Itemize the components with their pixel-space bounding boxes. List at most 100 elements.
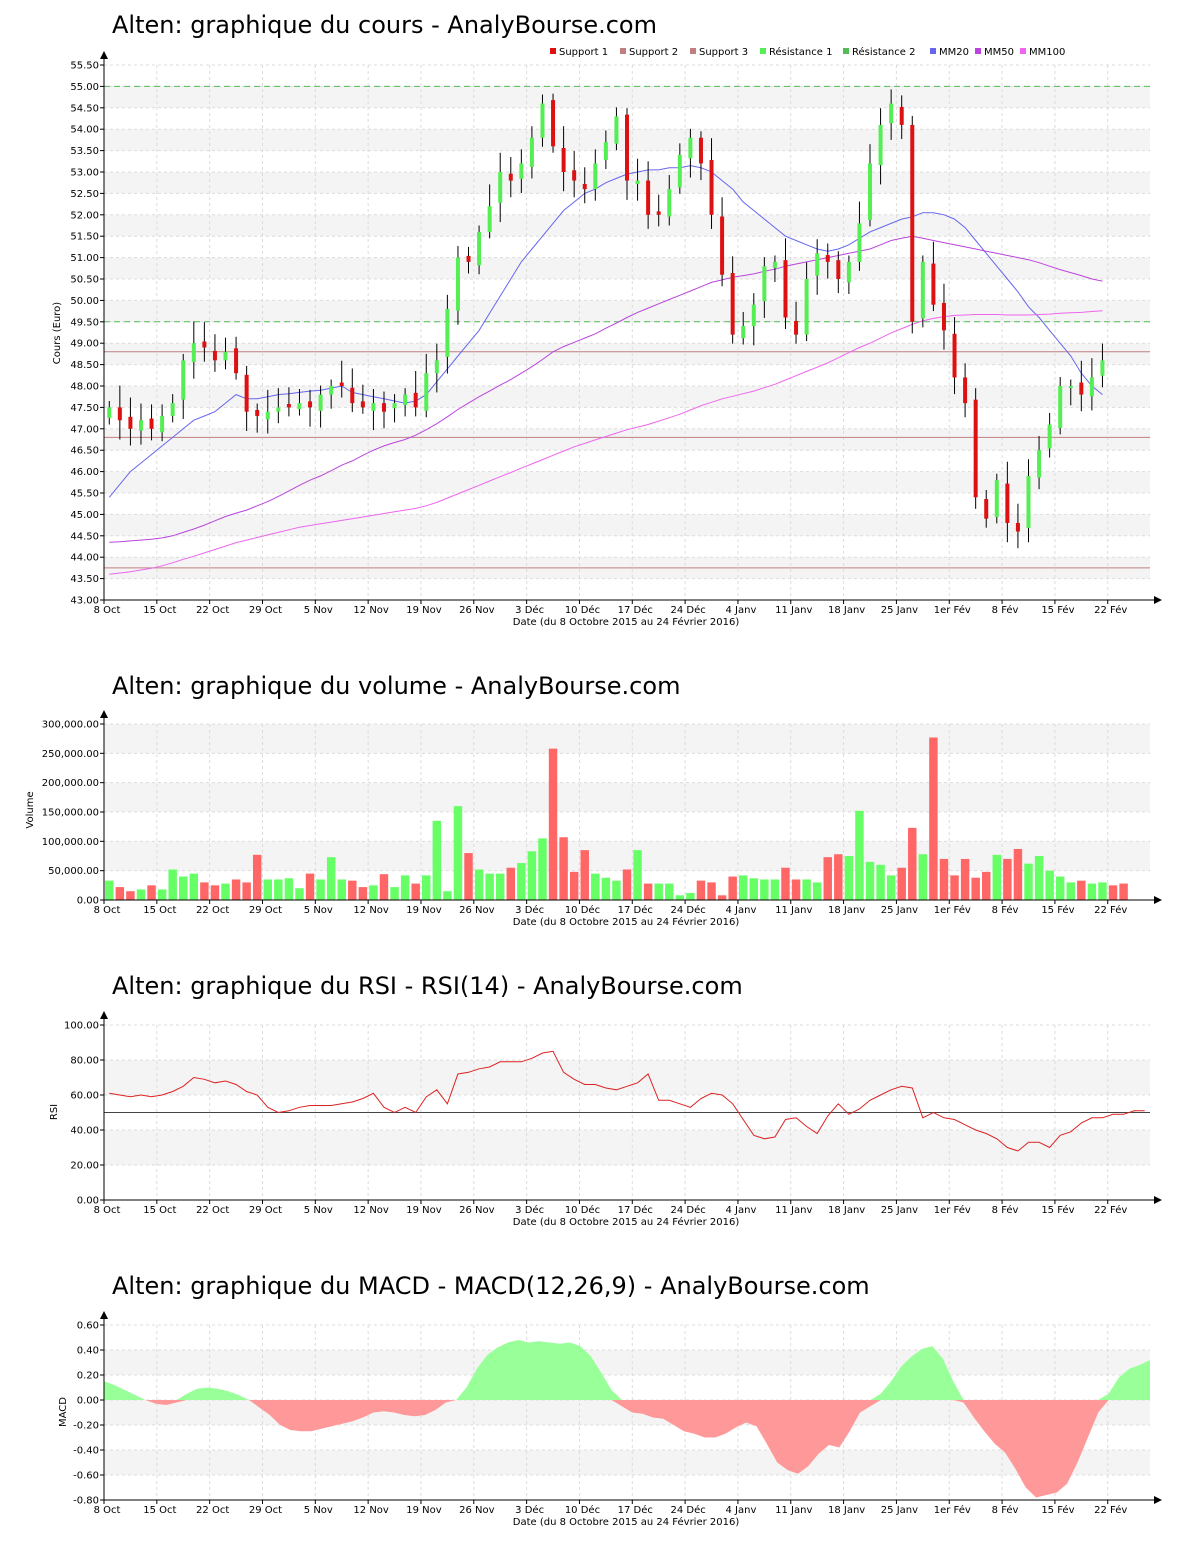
volume-bar	[200, 882, 209, 900]
volume-bar	[897, 867, 906, 900]
rsi-xtick-label: 26 Nov	[459, 1205, 495, 1216]
price-candle-body	[329, 386, 334, 395]
macd-xtick-label: 4 Janv	[726, 1505, 757, 1516]
volume-bar	[326, 857, 336, 900]
volume-xtick-label: 12 Nov	[353, 905, 389, 916]
price-legend-label: Résistance 2	[852, 46, 915, 58]
volume-ytick-label: 100,000.00	[42, 837, 99, 848]
volume-bar	[527, 851, 537, 900]
price-xtick-label: 10 Déc	[565, 604, 600, 616]
price-candle-body	[160, 415, 165, 433]
volume-bar	[633, 850, 642, 900]
price-chart: Alten: graphique du cours - AnalyBourse.…	[52, 11, 1162, 628]
price-x-axis-arrow	[1154, 596, 1162, 604]
price-candle-body	[1068, 386, 1073, 388]
volume-bar	[263, 879, 272, 900]
macd-xtick-label: 8 Oct	[94, 1505, 121, 1516]
volume-bar	[791, 879, 801, 900]
price-legend-label: Support 1	[559, 47, 608, 58]
volume-chart: Alten: graphique du volume - AnalyBourse…	[25, 672, 1162, 928]
volume-bar	[1087, 883, 1097, 900]
rsi-xtick-label: 11 Janv	[775, 1205, 812, 1216]
price-candle-body	[603, 142, 608, 161]
volume-xtick-label: 18 Janv	[828, 905, 865, 916]
price-legend-swatch	[550, 48, 556, 54]
price-candle-body	[445, 308, 450, 357]
rsi-ytick-label: 0.00	[77, 1196, 99, 1207]
price-chart-title: Alten: graphique du cours - AnalyBourse.…	[112, 11, 657, 39]
volume-bar	[918, 854, 928, 900]
price-candle-body	[920, 261, 925, 319]
price-candle-body	[276, 407, 281, 412]
price-candle-body	[804, 279, 809, 335]
price-axes: 43.00 43.50 44.00 44.50 45.00 45.50 46.00 46.50…	[70, 51, 1162, 616]
volume-xtick-label: 29 Oct	[249, 905, 282, 916]
rsi-xtick-label: 22 Fév	[1094, 1204, 1127, 1216]
price-candle-body	[403, 394, 408, 405]
macd-axes: -0.80 -0.60 -0.40 -0.20 0.00 0.20 0.40 0.60 8 Oc…	[73, 1311, 1162, 1516]
volume-axes: 0.00 50,000.00 100,000.00 150,000.00 200,000…	[42, 710, 1162, 916]
macd-xtick-label: 5 Nov	[304, 1505, 333, 1516]
price-candle-body	[234, 348, 239, 374]
macd-area-group	[104, 1340, 1150, 1498]
volume-bar	[601, 877, 611, 900]
volume-bar	[284, 878, 294, 900]
volume-bars	[105, 737, 1128, 900]
volume-bar	[781, 867, 790, 900]
price-xtick-label: 1er Fév	[934, 604, 971, 616]
price-candle-body	[138, 420, 143, 431]
price-candle-body	[984, 498, 989, 519]
price-ytick-label: 55.00	[70, 82, 99, 93]
volume-bar	[506, 867, 516, 900]
price-candle-body	[730, 273, 735, 335]
volume-bar	[1098, 882, 1107, 900]
price-xtick-label: 12 Nov	[353, 605, 389, 616]
price-ytick-label: 44.00	[70, 553, 99, 564]
price-xtick-label: 22 Oct	[196, 605, 229, 616]
price-candle-body	[635, 180, 640, 184]
macd-band	[104, 1350, 1150, 1375]
volume-bar	[823, 857, 832, 900]
volume-bar	[812, 882, 822, 900]
volume-bar	[939, 858, 949, 900]
volume-bar	[982, 871, 991, 900]
macd-ytick-label: -0.60	[73, 1471, 99, 1482]
price-ytick-label: 54.00	[70, 125, 99, 136]
volume-bar	[221, 883, 230, 900]
price-ytick-label: 52.50	[70, 189, 99, 200]
macd-xtick-label: 3 Déc	[515, 1504, 544, 1516]
price-candle-body	[741, 326, 746, 339]
macd-y-axis-arrow	[100, 1311, 108, 1319]
volume-bar	[1077, 880, 1086, 900]
macd-xtick-label: 18 Janv	[828, 1505, 865, 1516]
price-candle-body	[1037, 450, 1042, 478]
macd-xtick-label: 25 Janv	[881, 1505, 918, 1516]
volume-x-axis-arrow	[1154, 896, 1162, 904]
volume-bar	[559, 837, 568, 900]
volume-bar	[865, 861, 875, 900]
macd-ytick-label: 0.40	[77, 1346, 99, 1357]
price-band	[104, 471, 1150, 493]
volume-bar	[548, 748, 558, 900]
rsi-chart-title: Alten: graphique du RSI - RSI(14) - Anal…	[112, 972, 743, 1000]
price-candle-body	[646, 180, 651, 215]
price-candle-body	[762, 266, 767, 302]
price-ytick-label: 43.50	[70, 574, 99, 585]
volume-bar	[580, 850, 589, 900]
price-candle-body	[941, 302, 946, 331]
volume-bar	[1055, 876, 1065, 900]
price-candle-body	[973, 399, 978, 498]
price-candle-body	[529, 137, 534, 167]
price-mm50-line	[109, 235, 1103, 543]
volume-bar	[147, 885, 156, 900]
price-legend-label: MM100	[1029, 47, 1065, 58]
rsi-band	[104, 1130, 1150, 1165]
rsi-xtick-label: 8 Fév	[992, 1204, 1019, 1216]
volume-bar	[337, 879, 346, 900]
price-candle-body	[265, 411, 270, 420]
rsi-ytick-label: 60.00	[70, 1091, 99, 1102]
volume-xtick-label: 4 Janv	[726, 905, 757, 916]
volume-xtick-label: 25 Janv	[881, 905, 918, 916]
volume-bar	[305, 873, 315, 900]
price-ytick-label: 45.50	[70, 489, 99, 500]
